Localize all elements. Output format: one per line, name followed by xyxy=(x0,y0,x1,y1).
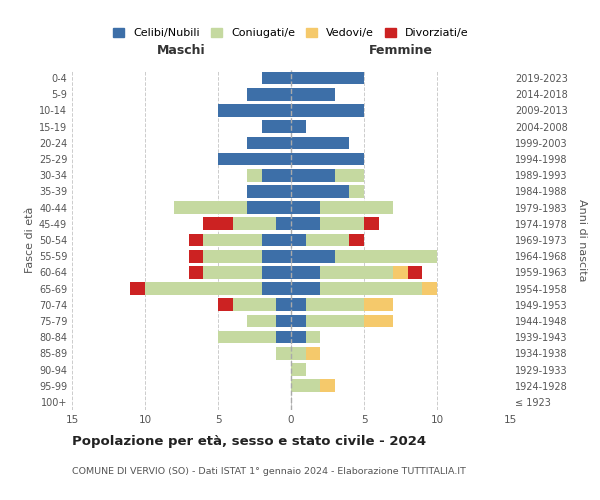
Bar xyxy=(305,314,364,328)
Y-axis label: Anni di nascita: Anni di nascita xyxy=(577,198,587,281)
Bar xyxy=(189,250,203,262)
Y-axis label: Fasce di età: Fasce di età xyxy=(25,207,35,273)
Bar xyxy=(174,202,247,214)
Bar xyxy=(291,234,305,246)
Bar xyxy=(262,72,291,85)
Bar xyxy=(291,347,305,360)
Bar xyxy=(247,202,291,214)
Bar xyxy=(335,250,437,262)
Bar xyxy=(262,234,291,246)
Bar xyxy=(233,298,277,311)
Legend: Celibi/Nubili, Coniugati/e, Vedovi/e, Divorziati/e: Celibi/Nubili, Coniugati/e, Vedovi/e, Di… xyxy=(113,28,469,38)
Bar xyxy=(277,298,291,311)
Bar xyxy=(291,136,349,149)
Bar xyxy=(262,120,291,133)
Bar xyxy=(247,314,277,328)
Bar xyxy=(291,314,305,328)
Bar xyxy=(291,282,320,295)
Bar xyxy=(218,331,277,344)
Bar xyxy=(291,169,335,181)
Bar xyxy=(218,152,291,166)
Bar xyxy=(291,120,305,133)
Bar xyxy=(189,234,203,246)
Bar xyxy=(247,88,291,101)
Bar xyxy=(189,266,203,278)
Bar xyxy=(320,266,393,278)
Bar xyxy=(291,104,364,117)
Bar xyxy=(320,202,393,214)
Bar xyxy=(291,380,320,392)
Bar xyxy=(145,282,262,295)
Bar xyxy=(291,331,305,344)
Bar xyxy=(364,298,393,311)
Bar xyxy=(291,250,335,262)
Bar xyxy=(422,282,437,295)
Bar xyxy=(320,380,335,392)
Bar xyxy=(277,218,291,230)
Bar xyxy=(320,218,364,230)
Bar xyxy=(262,282,291,295)
Bar xyxy=(364,314,393,328)
Bar xyxy=(291,72,364,85)
Bar xyxy=(203,218,233,230)
Text: Maschi: Maschi xyxy=(157,44,206,57)
Bar xyxy=(262,169,291,181)
Bar xyxy=(305,347,320,360)
Bar xyxy=(203,234,262,246)
Bar xyxy=(291,266,320,278)
Bar xyxy=(305,331,320,344)
Bar xyxy=(277,331,291,344)
Bar xyxy=(291,185,349,198)
Bar xyxy=(393,266,408,278)
Bar xyxy=(408,266,422,278)
Bar xyxy=(277,314,291,328)
Bar xyxy=(203,266,262,278)
Bar xyxy=(291,152,364,166)
Bar xyxy=(218,298,233,311)
Bar xyxy=(291,88,335,101)
Bar xyxy=(233,218,277,230)
Text: Femmine: Femmine xyxy=(368,44,433,57)
Bar xyxy=(262,266,291,278)
Bar xyxy=(277,347,291,360)
Bar xyxy=(218,104,291,117)
Bar xyxy=(291,363,305,376)
Bar xyxy=(247,185,291,198)
Bar xyxy=(349,185,364,198)
Text: Popolazione per età, sesso e stato civile - 2024: Popolazione per età, sesso e stato civil… xyxy=(72,435,426,448)
Bar xyxy=(335,169,364,181)
Bar xyxy=(305,298,364,311)
Bar xyxy=(349,234,364,246)
Bar xyxy=(291,298,305,311)
Bar xyxy=(247,169,262,181)
Bar xyxy=(320,282,422,295)
Bar xyxy=(247,136,291,149)
Bar xyxy=(305,234,349,246)
Bar xyxy=(291,218,320,230)
Bar xyxy=(203,250,262,262)
Text: COMUNE DI VERVIO (SO) - Dati ISTAT 1° gennaio 2024 - Elaborazione TUTTITALIA.IT: COMUNE DI VERVIO (SO) - Dati ISTAT 1° ge… xyxy=(72,468,466,476)
Bar xyxy=(291,202,320,214)
Bar xyxy=(130,282,145,295)
Bar xyxy=(262,250,291,262)
Bar xyxy=(364,218,379,230)
